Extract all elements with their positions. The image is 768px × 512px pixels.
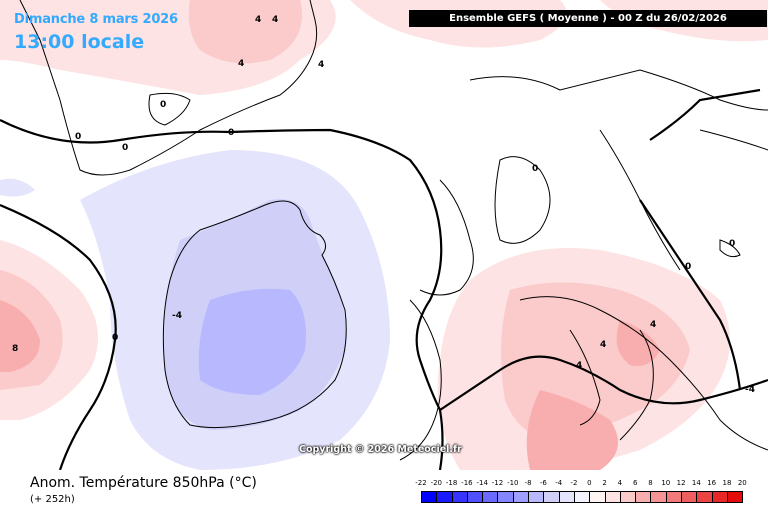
scale-swatch	[529, 491, 545, 503]
scale-swatch	[605, 491, 621, 503]
scale-swatch	[422, 491, 438, 503]
scale-label: 0	[587, 479, 592, 487]
legend-footer: Anom. Température 850hPa (°C) (+ 252h) -…	[0, 470, 768, 512]
parameter-title: Anom. Température 850hPa (°C)	[30, 475, 257, 491]
scale-label: -8	[524, 479, 532, 487]
scale-label: -4	[555, 479, 563, 487]
contour-label: 0	[75, 132, 81, 142]
scale-swatch	[483, 491, 499, 503]
scale-swatch	[513, 491, 530, 503]
scale-label: 10	[661, 479, 671, 487]
scale-swatch	[544, 491, 560, 503]
minus4-contour	[162, 200, 347, 429]
scale-swatch	[452, 491, 468, 503]
scale-label: -10	[507, 479, 519, 487]
contour-label: 4	[272, 15, 278, 25]
copyright: Copyright © 2026 Meteociel.fr	[299, 444, 462, 455]
contour-label: 4	[318, 60, 324, 70]
contour-label: -4	[172, 311, 182, 321]
scale-swatch	[574, 491, 591, 503]
contour-label: 0	[228, 128, 234, 138]
color-scale-labels: -22 -20 -18 -16 -14 -12 -10 -8 -6 -4 -2 0 2 4 6 8 10 12 14…	[413, 479, 746, 489]
scale-swatch	[682, 491, 698, 503]
zero-contours	[0, 88, 768, 470]
weather-map: 0 0 0 0 0 0 -4 8 4 4 4 4 4 0 0 -4 4 4 Dimanche 8 mars 202…	[0, 0, 768, 470]
scale-label: -18	[445, 479, 458, 487]
scale-label: 16	[707, 479, 717, 487]
contour-labels: 0 0 0 0 0 0 -4 8 4 4 4 4 4 0 0 -4 4 4	[12, 15, 755, 395]
cold-anomaly-areas	[0, 150, 390, 470]
color-scale-bar	[421, 491, 744, 503]
scale-swatch	[559, 491, 575, 503]
contour-label: 4	[238, 59, 244, 69]
scale-label: 18	[722, 479, 732, 487]
contour-label: 4	[255, 15, 261, 25]
scale-swatch	[666, 491, 683, 503]
scale-swatch	[620, 491, 637, 503]
contour-label: 4	[576, 361, 582, 371]
scale-swatch	[498, 491, 514, 503]
scale-label: -14	[476, 479, 488, 487]
scale-label: -16	[461, 479, 473, 487]
scale-label: 12	[676, 479, 686, 487]
scale-swatch	[712, 491, 728, 503]
contour-label: -4	[745, 385, 755, 395]
map-canvas: 0 0 0 0 0 0 -4 8 4 4 4 4 4 0 0 -4 4 4	[0, 0, 768, 470]
contour-label: 0	[685, 262, 691, 272]
scale-label: -22	[415, 479, 427, 487]
forecast-time: 13:00 locale	[14, 31, 145, 53]
contour-label: 0	[160, 100, 166, 110]
scale-label: 8	[648, 479, 653, 487]
scale-label: 14	[691, 479, 701, 487]
scale-swatch	[727, 491, 744, 503]
contour-label: 4	[650, 320, 656, 330]
scale-label: 2	[602, 479, 607, 487]
scale-label: -12	[491, 479, 504, 487]
forecast-date: Dimanche 8 mars 2026	[14, 12, 178, 27]
scale-swatch	[590, 491, 606, 503]
scale-swatch	[636, 491, 652, 503]
scale-label: -20	[430, 479, 443, 487]
scale-swatch	[437, 491, 453, 503]
scale-label: 6	[632, 479, 638, 487]
scale-swatch	[467, 491, 484, 503]
lead-time: (+ 252h)	[30, 494, 75, 505]
scale-label: -2	[570, 479, 578, 487]
scale-label: 4	[617, 479, 623, 487]
contour-label: 4	[600, 340, 606, 350]
scale-label: -6	[539, 479, 547, 487]
contour-label: 8	[12, 344, 18, 354]
contour-label: 0	[122, 143, 128, 153]
contour-label: 0	[112, 333, 118, 343]
model-run-header: Ensemble GEFS ( Moyenne ) - 00 Z du 26/0…	[409, 10, 767, 27]
scale-label: 20	[737, 479, 747, 487]
scale-swatch	[651, 491, 667, 503]
contour-label: 0	[532, 164, 538, 174]
scale-swatch	[697, 491, 713, 503]
warm-anomaly-areas	[0, 0, 768, 470]
contour-label: 0	[729, 239, 735, 249]
